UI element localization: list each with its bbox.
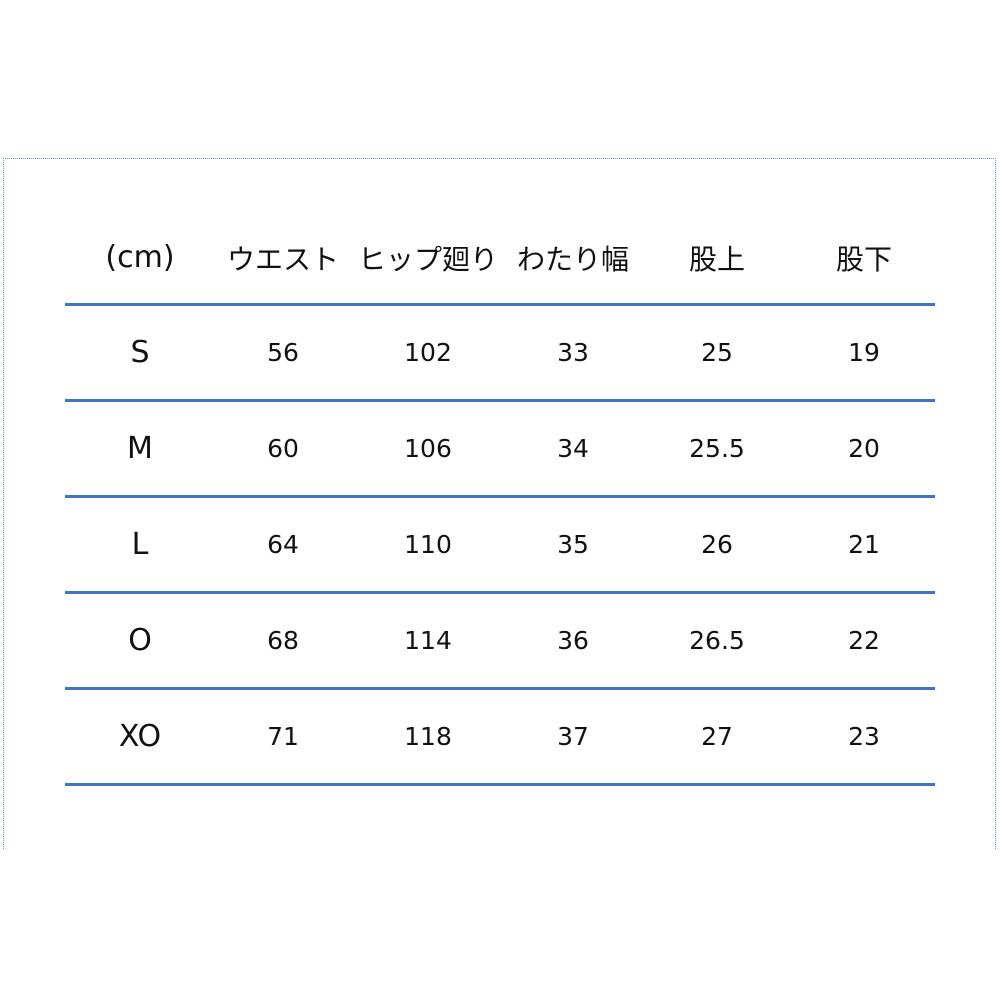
cell-waist: 56 [267, 338, 299, 367]
header-waist: ウエスト [226, 242, 339, 276]
cell-inseam: 23 [848, 722, 880, 751]
cell-size: XO [118, 719, 162, 754]
page-frame [3, 158, 996, 849]
cell-hip: 118 [404, 722, 452, 751]
cell-hip: 102 [404, 338, 452, 367]
cell-hip: 114 [404, 626, 452, 655]
cell-waist: 71 [267, 722, 299, 751]
header-rise: 股上 [688, 242, 745, 276]
cell-waist: 64 [267, 530, 299, 559]
cell-size: L [131, 527, 149, 562]
table-row: O 68 114 36 26.5 22 [65, 594, 935, 690]
cell-waist: 68 [267, 626, 299, 655]
cell-rise: 27 [701, 722, 733, 751]
cell-size: S [130, 335, 150, 370]
cell-inseam: 19 [848, 338, 880, 367]
cell-size: O [128, 623, 152, 658]
size-table: (cm) ウエスト ヒップ廻り わたり幅 股上 股下 S 56 102 33 25 19 M… [65, 212, 935, 786]
cell-rise: 26 [701, 530, 733, 559]
cell-rise: 25 [701, 338, 733, 367]
cell-thigh: 36 [557, 626, 589, 655]
table-row: S 56 102 33 25 19 [65, 306, 935, 402]
cell-rise: 25.5 [689, 434, 745, 463]
table-row: L 64 110 35 26 21 [65, 498, 935, 594]
cell-hip: 110 [404, 530, 452, 559]
header-hip: ヒップ廻り [357, 242, 498, 276]
cell-thigh: 33 [557, 338, 589, 367]
cell-hip: 106 [404, 434, 452, 463]
table-row: M 60 106 34 25.5 20 [65, 402, 935, 498]
header-thigh: わたり幅 [516, 242, 629, 276]
cell-inseam: 21 [848, 530, 880, 559]
cell-size: M [127, 431, 153, 466]
table-row: XO 71 118 37 27 23 [65, 690, 935, 786]
cell-thigh: 35 [557, 530, 589, 559]
cell-waist: 60 [267, 434, 299, 463]
table-header: (cm) ウエスト ヒップ廻り わたり幅 股上 股下 [65, 212, 935, 306]
header-inseam: 股下 [835, 242, 892, 276]
unit-header: (cm) [105, 240, 175, 275]
cell-rise: 26.5 [689, 626, 745, 655]
cell-inseam: 20 [848, 434, 880, 463]
cell-thigh: 34 [557, 434, 589, 463]
cell-inseam: 22 [848, 626, 880, 655]
cell-thigh: 37 [557, 722, 589, 751]
